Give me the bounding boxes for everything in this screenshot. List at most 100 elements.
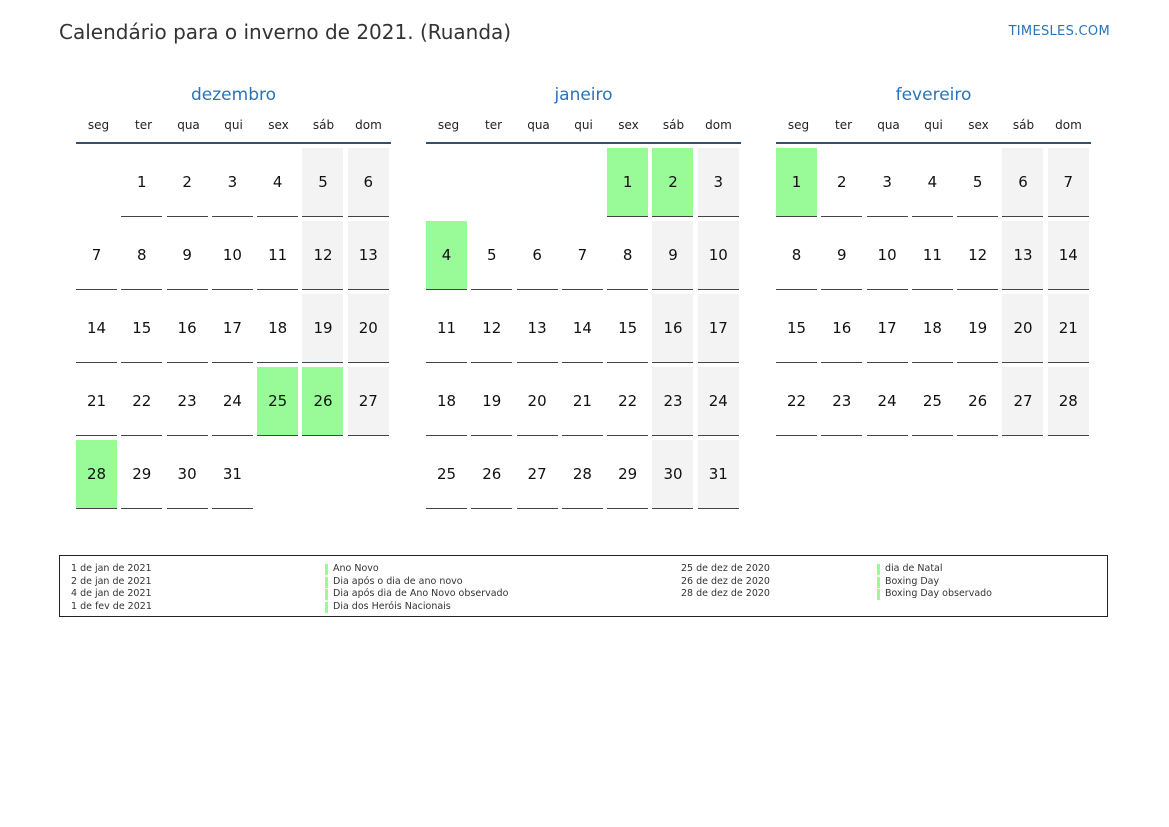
day-cell: 18 xyxy=(426,367,467,436)
empty-day-cell xyxy=(257,440,298,509)
day-cell: 7 xyxy=(76,221,117,290)
day-cell: 8 xyxy=(776,221,817,290)
day-cell: 31 xyxy=(697,440,739,509)
day-cell: 17 xyxy=(866,294,908,363)
day-cell: 17 xyxy=(211,294,253,363)
month-janeiro: janeiro seg ter qua qui sex sáb dom 1 2 3 4 5 6 7 8 9 10 1… xyxy=(426,82,741,513)
day-cell: 3 xyxy=(211,148,253,217)
day-cell: 6 xyxy=(347,148,389,217)
day-cell: 15 xyxy=(776,294,817,363)
day-cell: 13 xyxy=(1002,221,1044,290)
legend-date: 26 de dez de 2020 xyxy=(681,575,770,587)
legend-holiday-name: Dia após dia de Ano Novo observado xyxy=(325,588,508,601)
day-cell: 4 xyxy=(257,148,299,217)
weekday-label: ter xyxy=(834,118,853,132)
day-cell: 28 xyxy=(1047,367,1089,436)
day-cell: 21 xyxy=(76,367,117,436)
day-cell: 21 xyxy=(561,367,603,436)
weekday-label: sex xyxy=(618,118,639,132)
day-cell: 24 xyxy=(697,367,739,436)
empty-day-cell xyxy=(562,148,603,217)
day-cell: 19 xyxy=(957,294,999,363)
day-cell: 23 xyxy=(821,367,863,436)
day-cell: 12 xyxy=(957,221,999,290)
day-cell: 4 xyxy=(911,148,953,217)
day-cell: 25 xyxy=(426,440,467,509)
week-row: 25 26 27 28 29 30 31 xyxy=(426,440,741,509)
weekday-label: qua xyxy=(527,118,550,132)
legend-holiday-name: Ano Novo xyxy=(325,563,508,576)
brand-link[interactable]: TIMESLES.COM xyxy=(1008,24,1110,39)
weekday-label: qua xyxy=(877,118,900,132)
day-cell: 18 xyxy=(257,294,299,363)
day-cell: 16 xyxy=(821,294,863,363)
month-grid: 1 2 3 4 5 6 7 8 9 10 11 12 13 14 15 16 17 18 19 20 21 22 23 24 2… xyxy=(76,148,391,509)
weekday-label: qua xyxy=(177,118,200,132)
month-name: janeiro xyxy=(554,85,613,105)
weekday-header: seg ter qua qui sex sáb dom xyxy=(776,108,1091,144)
month-dezembro: dezembro seg ter qua qui sex sáb dom 1 2 3 4 5 6 7 8 9 10… xyxy=(76,82,391,513)
weekday-label: sáb xyxy=(312,118,335,132)
legend-holiday-name: Boxing Day xyxy=(877,576,992,589)
legend-date: 1 de jan de 2021 xyxy=(71,563,152,574)
legend-holiday-name: Dia dos Heróis Nacionais xyxy=(325,601,508,614)
legend-date: 1 de fev de 2021 xyxy=(71,600,152,612)
day-cell: 23 xyxy=(166,367,208,436)
holiday-legend: 1 de jan de 2021 2 de jan de 2021 4 de jan… xyxy=(59,555,1108,617)
day-cell: 9 xyxy=(166,221,208,290)
holiday-day-cell: 2 xyxy=(652,148,694,217)
day-cell: 11 xyxy=(911,221,953,290)
legend-date: 4 de jan de 2021 xyxy=(71,588,152,599)
day-cell: 10 xyxy=(697,221,739,290)
day-cell: 16 xyxy=(652,294,694,363)
empty-day-cell xyxy=(426,148,467,217)
weekday-label: seg xyxy=(787,118,810,132)
day-cell: 12 xyxy=(471,294,513,363)
weekday-label: dom xyxy=(355,118,382,132)
day-cell: 10 xyxy=(211,221,253,290)
day-cell: 7 xyxy=(1047,148,1089,217)
day-cell: 5 xyxy=(302,148,344,217)
day-cell: 11 xyxy=(257,221,299,290)
empty-day-cell xyxy=(348,440,389,509)
holiday-day-cell: 28 xyxy=(76,440,117,509)
week-row: 14 15 16 17 18 19 20 xyxy=(76,294,391,363)
day-cell: 15 xyxy=(121,294,163,363)
day-cell: 18 xyxy=(911,294,953,363)
day-cell: 30 xyxy=(166,440,208,509)
day-cell: 2 xyxy=(166,148,208,217)
month-grid: 1 2 3 4 5 6 7 8 9 10 11 12 13 14 15 16 17 18 19 20 21 22 23 24 2… xyxy=(776,148,1091,436)
day-cell: 23 xyxy=(652,367,694,436)
day-cell: 14 xyxy=(76,294,117,363)
day-cell: 15 xyxy=(607,294,649,363)
day-cell: 24 xyxy=(866,367,908,436)
day-cell: 29 xyxy=(607,440,649,509)
month-name: fevereiro xyxy=(895,85,972,105)
legend-left-names: Ano Novo Dia após o dia de ano novo Dia ap… xyxy=(325,563,508,613)
day-cell: 26 xyxy=(471,440,513,509)
day-cell: 30 xyxy=(652,440,694,509)
day-cell: 3 xyxy=(697,148,739,217)
page-title: Calendário para o inverno de 2021. (Ruan… xyxy=(59,20,512,44)
holiday-day-cell: 26 xyxy=(302,367,344,436)
day-cell: 1 xyxy=(121,148,163,217)
empty-day-cell xyxy=(76,148,117,217)
day-cell: 19 xyxy=(471,367,513,436)
legend-holiday-name: Boxing Day observado xyxy=(877,588,992,601)
week-row: 4 5 6 7 8 9 10 xyxy=(426,221,741,290)
day-cell: 29 xyxy=(121,440,163,509)
day-cell: 21 xyxy=(1047,294,1089,363)
day-cell: 5 xyxy=(471,221,513,290)
week-row: 15 16 17 18 19 20 21 xyxy=(776,294,1091,363)
weekday-label: seg xyxy=(87,118,110,132)
legend-holiday-name: Dia após o dia de ano novo xyxy=(325,576,508,589)
empty-day-cell xyxy=(302,440,343,509)
month-name: dezembro xyxy=(191,85,276,105)
day-cell: 19 xyxy=(302,294,344,363)
weekday-label: ter xyxy=(134,118,153,132)
day-cell: 20 xyxy=(1002,294,1044,363)
day-cell: 20 xyxy=(347,294,389,363)
weekday-label: qui xyxy=(224,118,243,132)
